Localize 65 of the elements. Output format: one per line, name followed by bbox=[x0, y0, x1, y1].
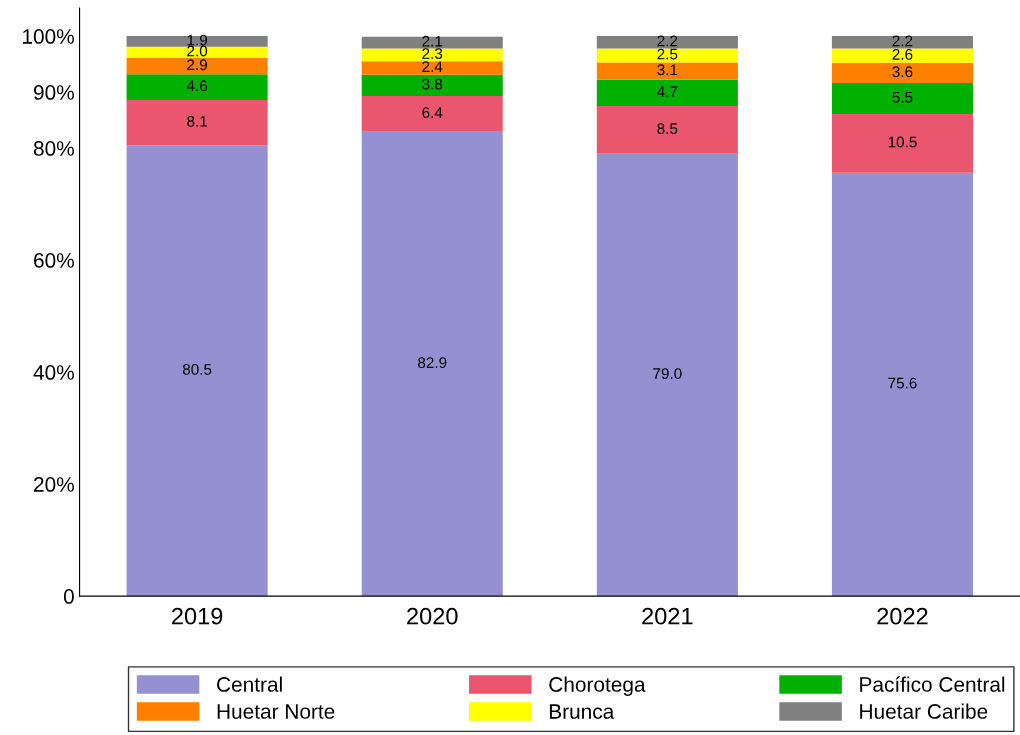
data-label: 80.5 bbox=[182, 363, 212, 375]
y-tick-label: 80% bbox=[33, 141, 74, 156]
data-label: 8.1 bbox=[187, 115, 207, 127]
bar bbox=[126, 46, 268, 58]
bar bbox=[361, 61, 503, 75]
data-label: 2.2 bbox=[892, 35, 913, 47]
bar bbox=[596, 106, 738, 154]
bar bbox=[831, 172, 973, 597]
data-label: 2.1 bbox=[422, 35, 443, 47]
legend-label: Brunca bbox=[549, 704, 615, 719]
y-tick-label: 0 bbox=[63, 589, 74, 604]
legend-label: Huetar Norte bbox=[217, 704, 335, 719]
data-label: 8.5 bbox=[657, 123, 678, 134]
data-label: 3.8 bbox=[422, 78, 443, 90]
bar bbox=[126, 74, 268, 100]
data-label: 4.6 bbox=[186, 80, 208, 92]
bar bbox=[596, 79, 738, 107]
bar bbox=[361, 36, 503, 49]
x-tick-label: 2020 bbox=[407, 607, 458, 625]
data-label: 82.9 bbox=[418, 357, 447, 369]
data-label: 2.0 bbox=[187, 45, 208, 57]
y-tick-label: 100% bbox=[23, 29, 74, 44]
bar bbox=[361, 48, 503, 62]
bar bbox=[596, 153, 738, 597]
bar bbox=[361, 96, 503, 132]
legend-label: Chorotega bbox=[549, 676, 646, 696]
data-label: 3.6 bbox=[892, 66, 913, 78]
bar bbox=[596, 62, 738, 80]
legend-label: Central bbox=[217, 676, 282, 692]
bar bbox=[831, 113, 973, 173]
y-tick-label: 60% bbox=[34, 253, 74, 268]
x-tick-label: 2019 bbox=[172, 607, 223, 625]
bar bbox=[831, 36, 973, 49]
data-label: 2.2 bbox=[657, 35, 678, 47]
data-label: 2.6 bbox=[892, 48, 913, 60]
bar bbox=[831, 48, 973, 63]
data-label: 3.1 bbox=[657, 64, 678, 76]
legend-label: Pacífico Central bbox=[860, 676, 1005, 692]
data-label: 2.4 bbox=[422, 61, 443, 72]
data-label: 2.5 bbox=[657, 48, 678, 60]
x-tick-label: 2022 bbox=[877, 607, 928, 625]
bar bbox=[361, 131, 503, 597]
data-label: 79.0 bbox=[653, 368, 682, 379]
bar bbox=[126, 145, 268, 597]
bar bbox=[831, 83, 973, 114]
data-label: 4.7 bbox=[657, 86, 678, 97]
bar bbox=[596, 36, 738, 49]
bar bbox=[361, 74, 503, 97]
bar bbox=[596, 48, 738, 63]
bar bbox=[126, 57, 268, 75]
bar bbox=[126, 36, 268, 47]
data-label: 75.6 bbox=[888, 377, 917, 389]
data-label: 5.5 bbox=[892, 91, 913, 103]
data-label: 10.5 bbox=[888, 136, 917, 148]
x-tick-label: 2021 bbox=[642, 607, 693, 625]
y-tick-label: 90% bbox=[33, 85, 74, 100]
bar bbox=[126, 99, 268, 146]
legend-label: Huetar Caribe bbox=[860, 703, 988, 719]
data-label: 2.9 bbox=[187, 59, 208, 71]
data-label: 1.9 bbox=[187, 34, 208, 46]
y-tick-label: 40% bbox=[33, 365, 74, 380]
data-label: 6.4 bbox=[422, 107, 443, 119]
data-label: 2.3 bbox=[422, 48, 443, 59]
y-tick-label: 20% bbox=[34, 477, 74, 492]
bar bbox=[831, 62, 973, 84]
